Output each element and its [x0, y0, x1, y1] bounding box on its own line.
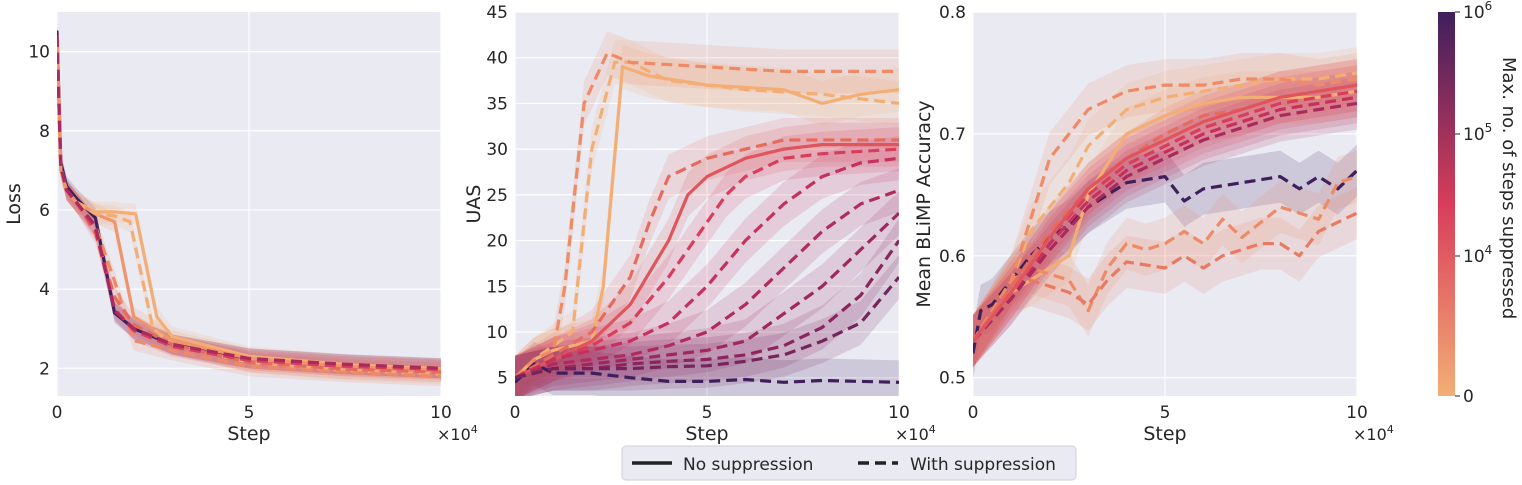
series-band — [515, 168, 899, 396]
y-axis-label: Mean BLiMP Accuracy — [913, 100, 935, 307]
series-band — [973, 187, 1357, 368]
series-band — [973, 150, 1357, 368]
series-line — [973, 175, 1357, 342]
y-tick-label: 0.7 — [939, 125, 966, 145]
legend-box — [621, 445, 1077, 481]
y-tick-label: 15 — [486, 277, 508, 297]
series-line — [973, 83, 1357, 343]
series-line — [515, 362, 899, 384]
x-axis-label: Step — [685, 423, 728, 445]
series-line — [515, 65, 899, 380]
series-line — [515, 138, 899, 380]
blimp-panel: 0 5 10 0.5 0.6 0.7 0.8 Step Mean BLiMP Accuracy ×… — [913, 3, 1394, 445]
y-tick-label: 5 — [497, 369, 508, 389]
x-tick-label: 10 — [1346, 403, 1368, 423]
x-multiplier: ×104 — [437, 423, 478, 444]
series-band — [515, 122, 899, 396]
colorbar-tick-3: 106 — [1463, 0, 1492, 23]
y-tick-label: 0.8 — [939, 3, 966, 23]
x-tick-label: 10 — [430, 403, 452, 423]
y-axis-label: UAS — [463, 185, 485, 224]
y-tick-label: 35 — [486, 94, 508, 114]
x-tick-label: 0 — [968, 403, 979, 423]
legend: No suppression With suppression — [621, 445, 1077, 481]
series-line — [973, 95, 1357, 343]
y-tick-label: 4 — [39, 280, 50, 300]
series-band — [973, 65, 1357, 368]
x-tick-label: 0 — [510, 403, 521, 423]
x-multiplier: ×104 — [895, 423, 936, 444]
series-group — [57, 21, 441, 387]
x-tick-label: 5 — [702, 403, 713, 423]
colorbar-label: Max. no. of steps suppressed — [1498, 57, 1519, 319]
series-line — [515, 51, 899, 379]
series-line — [973, 83, 1357, 343]
series-band — [973, 144, 1357, 380]
series-group — [515, 31, 899, 396]
y-axis-label: Loss — [3, 183, 25, 225]
series-line — [515, 60, 899, 379]
series-line — [515, 188, 899, 380]
y-tick-label: 45 — [486, 3, 508, 23]
legend-solid-label: No suppression — [683, 455, 813, 475]
series-band — [515, 218, 899, 396]
colorbar: 0 104 105 106 Max. no. of steps suppress… — [1438, 0, 1519, 407]
x-axis-label: Step — [227, 423, 270, 445]
y-tick-label: 0.6 — [939, 247, 966, 267]
series-line — [515, 156, 899, 380]
y-tick-label: 25 — [486, 186, 508, 206]
y-tick-label: 10 — [486, 323, 508, 343]
y-tick-label: 10 — [28, 43, 50, 63]
loss-panel: 0 5 10 2 4 6 8 10 Step Loss ×104 — [3, 12, 478, 445]
y-tick-label: 6 — [39, 201, 50, 221]
series-line — [515, 239, 899, 380]
series-band — [515, 255, 899, 396]
series-line — [515, 143, 899, 380]
series-band — [515, 136, 899, 396]
y-tick-label: 0.5 — [939, 369, 966, 389]
x-tick-label: 10 — [888, 403, 910, 423]
y-tick-label: 30 — [486, 140, 508, 160]
series-line — [973, 211, 1357, 343]
legend-dashed-label: With suppression — [910, 455, 1056, 475]
x-tick-label: 5 — [244, 403, 255, 423]
series-band — [973, 77, 1357, 368]
series-band — [973, 71, 1357, 368]
series-line — [515, 147, 899, 380]
series-line — [973, 71, 1357, 342]
y-tick-label: 20 — [486, 232, 508, 252]
series-line — [57, 35, 441, 370]
series-group — [973, 47, 1357, 380]
colorbar-tick-0: 0 — [1463, 387, 1474, 407]
y-tick-label: 8 — [39, 122, 50, 142]
colorbar-tick-1: 104 — [1463, 243, 1492, 267]
series-line — [515, 276, 899, 380]
y-tick-label: 40 — [486, 49, 508, 69]
series-band — [515, 127, 899, 396]
colorbar-gradient — [1438, 12, 1455, 396]
y-tick-label: 2 — [39, 359, 50, 379]
x-multiplier: ×104 — [1353, 423, 1394, 444]
colorbar-tick-2: 105 — [1463, 121, 1492, 145]
x-tick-label: 0 — [52, 403, 63, 423]
series-band — [973, 53, 1357, 368]
x-axis-label: Step — [1143, 423, 1186, 445]
series-line — [515, 211, 899, 380]
series-band — [515, 118, 899, 396]
x-tick-label: 5 — [1160, 403, 1171, 423]
series-band — [973, 65, 1357, 368]
series-band — [515, 191, 899, 396]
